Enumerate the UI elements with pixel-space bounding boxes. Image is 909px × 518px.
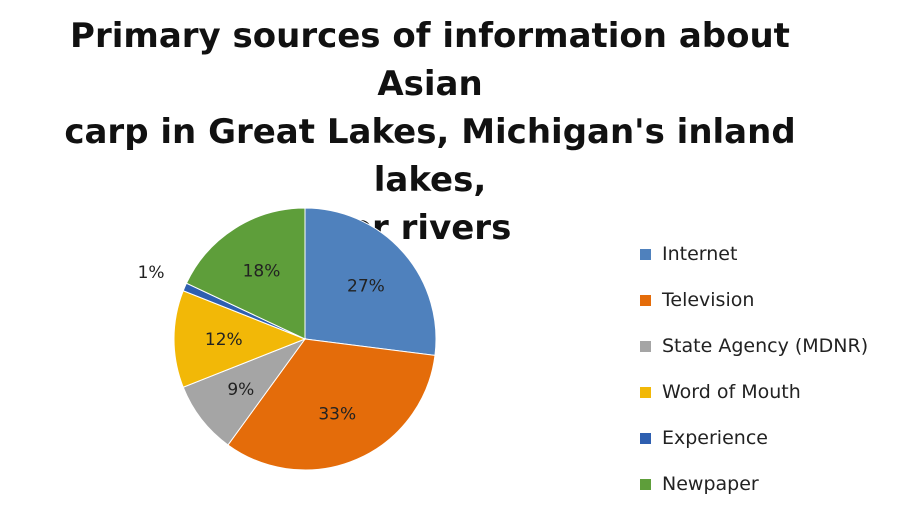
legend-label: Word of Mouth (662, 381, 801, 403)
data-label-newpaper: 18% (243, 261, 281, 281)
legend-swatch (640, 387, 651, 398)
legend-label: Internet (662, 243, 738, 265)
pie-slice-newpaper (185, 207, 306, 340)
data-label-television: 33% (318, 405, 356, 425)
data-label-experience: 1% (138, 263, 165, 283)
pie-slice-word-of-mouth (173, 290, 307, 388)
chart-title: Primary sources of information about Asi… (20, 12, 840, 252)
data-label-internet: 27% (347, 276, 385, 296)
legend-swatch (640, 341, 651, 352)
legend-swatch (640, 295, 651, 306)
legend-swatch (640, 433, 651, 444)
chart-title-line-1: Primary sources of information about Asi… (70, 16, 790, 104)
pie-slice-television (227, 338, 436, 471)
legend-label: State Agency (MDNR) (662, 335, 869, 357)
legend-label: Television (662, 289, 755, 311)
data-label-word-of-mouth: 12% (205, 330, 243, 350)
legend-label: Experience (662, 427, 768, 449)
pie-chart: 27% 33% 9% 12% 1% 18% (138, 207, 437, 471)
chart-title-line-2: carp in Great Lakes, Michigan's inland l… (64, 112, 796, 200)
data-label-state-agency-mdnr: 9% (227, 380, 254, 400)
legend-swatch (640, 479, 651, 490)
legend-label: Newpaper (662, 473, 759, 495)
pie-slice-internet (304, 207, 437, 356)
legend-swatch (640, 249, 651, 260)
